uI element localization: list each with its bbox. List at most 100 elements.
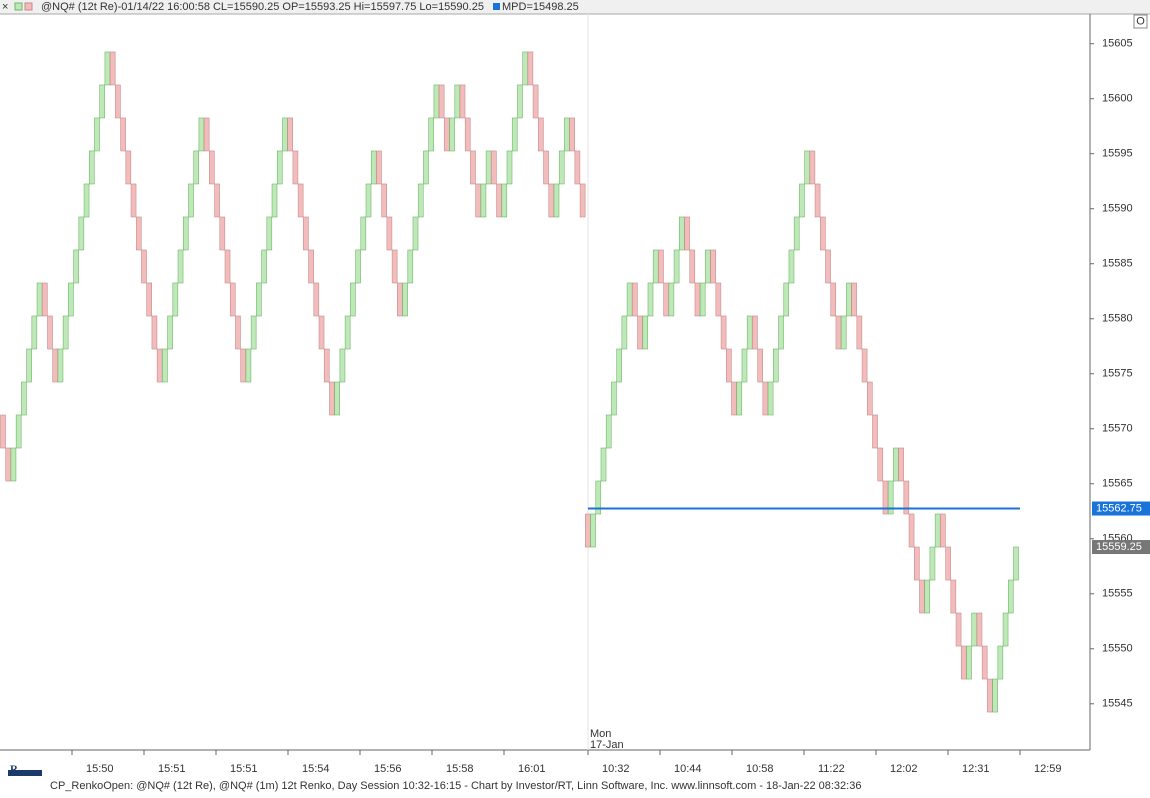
renko-brick bbox=[605, 414, 612, 449]
renko-brick bbox=[652, 249, 659, 284]
y-tick-label: 15580 bbox=[1102, 313, 1133, 325]
renko-brick bbox=[329, 381, 335, 416]
renko-brick bbox=[470, 150, 476, 185]
renko-brick bbox=[689, 249, 696, 284]
renko-brick bbox=[997, 645, 1004, 680]
renko-brick bbox=[313, 282, 320, 317]
header-mpd: MPD=15498.25 bbox=[502, 1, 579, 13]
renko-brick bbox=[104, 51, 111, 86]
renko-brick bbox=[511, 117, 518, 152]
renko-brick bbox=[778, 315, 784, 350]
renko-brick bbox=[308, 249, 314, 284]
renko-brick bbox=[21, 381, 27, 416]
button[interactable] bbox=[1133, 14, 1148, 29]
renko-brick bbox=[564, 117, 570, 152]
renko-brick bbox=[57, 348, 64, 383]
y-tick-label: 15555 bbox=[1102, 588, 1133, 600]
logo: R bbox=[8, 764, 42, 776]
x-tick-label: 10:58 bbox=[746, 763, 774, 775]
renko-brick bbox=[1007, 579, 1014, 614]
renko-brick bbox=[574, 150, 581, 185]
renko-brick bbox=[637, 315, 643, 350]
renko-brick bbox=[496, 183, 502, 218]
renko-brick bbox=[924, 579, 931, 614]
renko-brick bbox=[1013, 546, 1019, 581]
renko-brick bbox=[318, 315, 325, 350]
renko-brick bbox=[600, 447, 607, 482]
renko-brick bbox=[877, 447, 884, 482]
renko-brick bbox=[287, 117, 293, 152]
renko-brick bbox=[454, 84, 461, 119]
renko-brick bbox=[365, 183, 372, 218]
renko-brick bbox=[240, 348, 246, 383]
renko-brick bbox=[987, 678, 993, 713]
renko-brick bbox=[10, 447, 17, 482]
renko-brick bbox=[52, 348, 59, 383]
button-label[interactable]: O bbox=[1136, 15, 1145, 27]
renko-brick bbox=[835, 315, 842, 350]
renko-brick bbox=[866, 381, 873, 416]
renko-brick bbox=[825, 249, 831, 284]
x-tick-label: 16:01 bbox=[518, 763, 546, 775]
renko-brick bbox=[266, 216, 273, 251]
renko-brick bbox=[391, 249, 398, 284]
renko-brick bbox=[41, 282, 48, 317]
renko-brick bbox=[543, 150, 549, 185]
renko-brick bbox=[355, 249, 361, 284]
y-tick-label: 15575 bbox=[1102, 368, 1133, 380]
renko-brick bbox=[282, 117, 288, 152]
renko-brick bbox=[757, 348, 763, 383]
renko-brick bbox=[480, 183, 487, 218]
renko-brick bbox=[908, 513, 915, 548]
renko-brick bbox=[464, 117, 471, 152]
renko-brick bbox=[632, 282, 638, 317]
renko-brick bbox=[783, 282, 790, 317]
x-tick-label: 12:31 bbox=[962, 763, 990, 775]
renko-brick bbox=[799, 183, 805, 218]
renko-brick bbox=[224, 249, 231, 284]
renko-brick bbox=[715, 282, 722, 317]
renko-brick bbox=[376, 150, 382, 185]
renko-brick bbox=[726, 348, 732, 383]
renko-brick bbox=[99, 84, 106, 119]
renko-brick bbox=[851, 282, 857, 317]
renko-brick bbox=[235, 315, 241, 350]
x-tick-label: 15:54 bbox=[302, 763, 330, 775]
y-tick-label: 15600 bbox=[1102, 93, 1133, 105]
renko-brick bbox=[903, 480, 910, 515]
renko-brick bbox=[141, 249, 147, 284]
renko-brick bbox=[694, 282, 701, 317]
renko-brick bbox=[62, 315, 69, 350]
renko-brick bbox=[125, 150, 132, 185]
y-tick-label: 15590 bbox=[1102, 203, 1133, 215]
y-tick-label: 15605 bbox=[1102, 38, 1133, 50]
renko-brick bbox=[151, 315, 158, 350]
header-text: @NQ# (12t Re)-01/14/22 16:00:58 CL=15590… bbox=[41, 1, 484, 13]
renko-brick bbox=[585, 513, 591, 548]
renko-brick bbox=[120, 117, 126, 152]
renko-brick bbox=[412, 216, 419, 251]
renko-brick bbox=[261, 249, 267, 284]
renko-brick bbox=[673, 249, 680, 284]
renko-brick bbox=[506, 150, 513, 185]
renko-brick bbox=[705, 249, 711, 284]
renko-brick bbox=[88, 150, 95, 185]
renko-brick bbox=[773, 348, 779, 383]
renko-brick bbox=[323, 348, 330, 383]
renko-brick bbox=[893, 447, 899, 482]
renko-brick bbox=[475, 183, 481, 218]
renko-brick bbox=[569, 117, 575, 152]
renko-brick bbox=[616, 348, 622, 383]
renko-brick bbox=[83, 183, 90, 218]
renko-brick bbox=[417, 183, 424, 218]
renko-brick bbox=[386, 216, 393, 251]
renko-brick bbox=[981, 645, 988, 680]
renko-brick bbox=[898, 447, 904, 482]
session-label: 17-Jan bbox=[590, 739, 624, 751]
close-icon[interactable]: × bbox=[2, 1, 8, 13]
renko-brick bbox=[788, 249, 795, 284]
renko-brick bbox=[229, 282, 236, 317]
renko-brick bbox=[402, 282, 408, 317]
renko-brick bbox=[741, 348, 748, 383]
